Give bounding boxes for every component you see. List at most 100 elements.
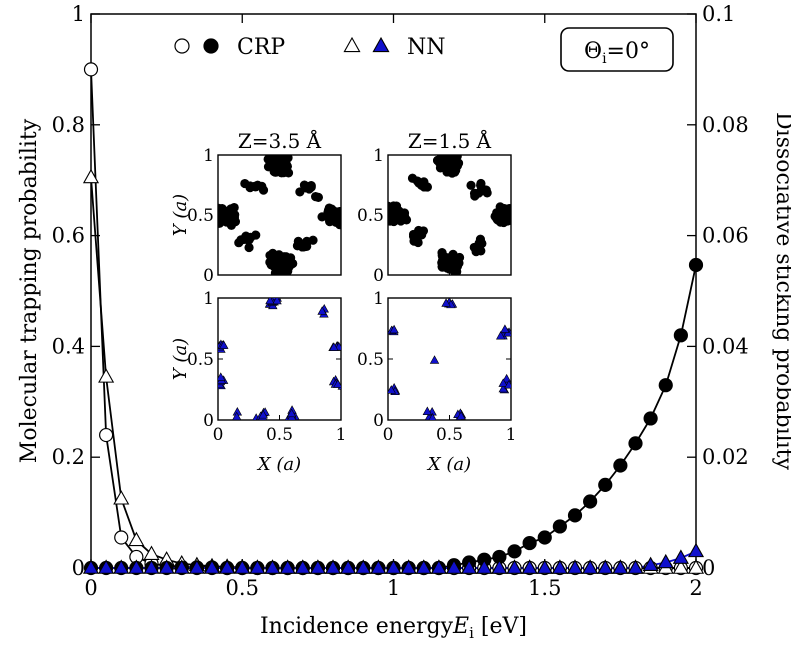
inset-point: [267, 159, 277, 169]
point-crp-sticking: [567, 508, 583, 523]
inset-y-tick-label: 1: [373, 289, 384, 309]
point-nn-sticking: [98, 559, 115, 574]
y-tick-label: 0.4: [52, 334, 85, 358]
inset-point: [500, 324, 510, 333]
point-crp-trapping: [114, 530, 129, 545]
inset-panel-4: 00 0.5 0.5 1 1 X (a): [357, 289, 516, 475]
y-tick-label: 0.8: [52, 113, 85, 137]
point-crp-sticking: [507, 544, 522, 559]
main-data: [82, 62, 705, 576]
point-nn-sticking: [309, 559, 326, 574]
legend-filled-circle-marker: [203, 38, 219, 54]
inset-point: [443, 166, 453, 176]
point-nn-sticking: [385, 559, 402, 574]
y2-tick-label: 0.02: [702, 445, 749, 469]
inset-point: [441, 298, 451, 307]
overlay: CRP NN Θi=0°: [174, 27, 674, 72]
point-crp-trapping: [99, 427, 114, 443]
point-nn-sticking: [506, 559, 523, 574]
point-nn-sticking: [582, 559, 599, 574]
point-nn-sticking: [158, 559, 175, 574]
inset-y-tick-label: 0.5: [187, 350, 214, 370]
inset-point: [444, 155, 454, 163]
inset-y-label: Y (a): [170, 194, 191, 236]
point-nn-sticking: [188, 559, 205, 574]
inset-point: [503, 207, 511, 218]
x-axis-label: Incidence energyEi [eV]: [260, 614, 527, 642]
inset-point: [343, 205, 352, 214]
inset-point: [477, 238, 487, 249]
point-nn-sticking: [566, 559, 584, 574]
inset-point: [469, 242, 479, 253]
inset-point: [388, 207, 391, 216]
point-nn-trapping: [687, 559, 705, 574]
point-nn-sticking: [536, 559, 553, 574]
point-nn-sticking: [294, 559, 311, 574]
inset-point: [226, 220, 236, 230]
x-tick-label: 2: [689, 576, 702, 600]
inset-point: [389, 324, 399, 334]
inset-x-label: X (a): [256, 454, 301, 475]
legend-open-triangle-marker: [343, 36, 361, 53]
legend-label-nn: NN: [407, 35, 446, 60]
inset-point: [301, 183, 311, 193]
x-tick-label: 1: [387, 576, 400, 600]
inset-point: [228, 206, 238, 216]
inset-point: [271, 167, 281, 177]
inset-panel-2: 0 0.5 1 Z=1.5 Å: [357, 128, 512, 286]
y2-axis-label: Dissociative sticking probability: [771, 112, 791, 470]
inset-y-tick-label: 1: [373, 146, 384, 166]
inset-point: [452, 261, 463, 271]
inset-x-label: X (a): [426, 454, 471, 475]
point-crp-sticking: [613, 458, 628, 473]
point-crp-sticking: [522, 535, 537, 551]
inset-y-tick-label: 0: [373, 266, 384, 286]
inset-y-tick-label: 0: [373, 411, 384, 431]
inset-point: [265, 298, 275, 305]
inset-point: [276, 160, 286, 170]
point-crp-sticking: [537, 530, 552, 545]
inset-y-tick-label: 0: [203, 266, 214, 286]
legend-open-circle-marker: [174, 38, 190, 54]
legend: CRP NN: [174, 35, 446, 60]
point-nn-sticking: [415, 559, 432, 574]
point-crp-sticking: [643, 411, 658, 426]
angle-annotation: Θi=0°: [584, 39, 650, 67]
point-crp-sticking: [673, 328, 688, 343]
insets: 00.51Z=3.5 ÅY (a)00.51Z=1.5 Å000.50.511Y…: [170, 128, 516, 475]
point-nn-sticking: [687, 542, 705, 558]
inset-point: [219, 340, 229, 349]
y-tick-label: 1: [72, 2, 85, 26]
inset-panel-1: 0 0.5 1 Z=3.5 Å Y (a): [170, 128, 352, 286]
inset-point: [422, 406, 433, 415]
inset-y-tick-label: 1: [203, 146, 214, 166]
point-nn-trapping: [82, 168, 100, 184]
inset-y-tick-label: 0: [203, 411, 214, 431]
inset-point: [272, 298, 282, 305]
inset-x-tick-label: 0.5: [266, 425, 293, 445]
point-nn-sticking: [672, 549, 689, 564]
point-nn-sticking: [445, 559, 463, 574]
inset-x-tick-label: 0: [383, 425, 394, 445]
inset-point: [328, 215, 339, 225]
y-tick-label: 0.6: [52, 224, 85, 248]
point-nn-sticking: [203, 559, 221, 574]
point-nn-sticking: [430, 559, 447, 574]
point-nn-sticking: [355, 559, 372, 574]
point-nn-trapping: [113, 490, 130, 505]
inset-x-tick-label: 1: [336, 425, 347, 445]
inset-y-tick-label: 0.5: [357, 350, 384, 370]
y2-tick-label: 0.08: [702, 113, 749, 137]
y-tick-label: 0.2: [52, 445, 85, 469]
y-axis-label: Molecular trapping probability: [17, 118, 42, 463]
inset-y-label: Y (a): [170, 338, 191, 380]
point-nn-sticking: [173, 559, 190, 574]
inset-point: [501, 373, 511, 383]
inset-point: [258, 409, 268, 419]
inset-y-tick-label: 0.5: [357, 206, 384, 226]
point-nn-sticking: [219, 559, 236, 574]
angle-annotation-box: [560, 27, 674, 72]
y2-tick-label: 0.1: [702, 2, 735, 26]
legend-label-crp: CRP: [237, 35, 285, 60]
